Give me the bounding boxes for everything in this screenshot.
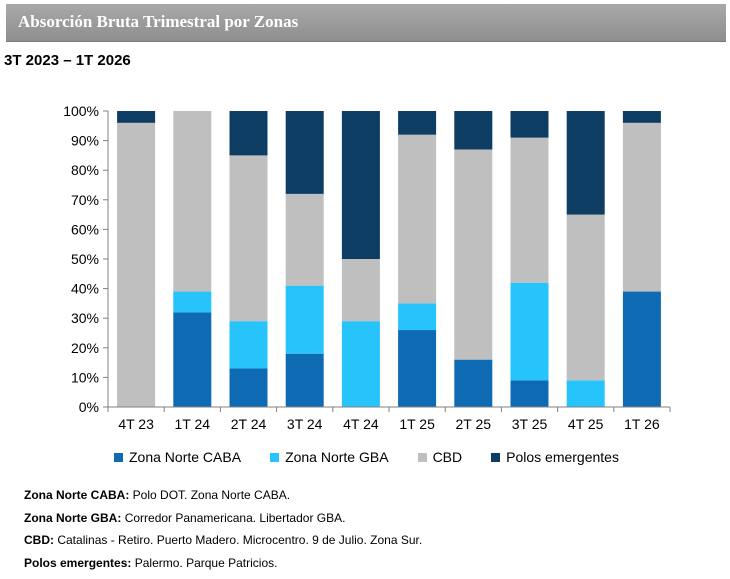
bar-segment	[285, 285, 324, 354]
legend-swatch	[417, 452, 427, 462]
bar-segment	[510, 380, 549, 407]
bar-segment	[117, 111, 156, 123]
legend-item: CBD	[417, 449, 463, 465]
x-tick-label: 1T 24	[175, 416, 211, 432]
x-tick-label: 4T 25	[568, 416, 604, 432]
zone-note-label: Zona Norte GBA:	[24, 510, 122, 525]
zone-note-text: Polo DOT. Zona Norte CABA.	[132, 488, 291, 502]
x-tick-label: 4T 23	[118, 416, 154, 432]
zone-note: Polos emergentes: Palermo. Parque Patric…	[24, 552, 422, 575]
y-tick-label: 0%	[79, 399, 99, 415]
bar-segment	[622, 122, 661, 292]
y-tick-label: 100%	[63, 103, 99, 119]
zone-note-label: Zona Norte CABA:	[24, 488, 130, 502]
bar-segment	[454, 149, 493, 360]
zone-note: CBD: Catalinas - Retiro. Puerto Madero. …	[24, 529, 422, 552]
zone-note-text: Corredor Panamericana. Libertador GBA.	[124, 510, 346, 525]
x-tick-label: 4T 24	[343, 416, 379, 432]
bar-segment	[173, 291, 212, 313]
x-tick-label: 2T 24	[231, 416, 267, 432]
zone-note-text: Palermo. Parque Patricios.	[134, 555, 278, 570]
bar-segment	[454, 111, 493, 150]
bar-segment	[398, 134, 437, 304]
legend-label: CBD	[432, 449, 463, 465]
bar-segment	[285, 193, 324, 286]
legend-label: Zona Norte GBA	[285, 449, 389, 465]
zone-note-text: Catalinas - Retiro. Puerto Madero. Micro…	[57, 533, 423, 547]
legend-swatch	[270, 452, 280, 462]
chart-title: Absorción Bruta Trimestral por Zonas	[18, 12, 299, 31]
bar-segment	[341, 259, 380, 322]
bar-segment	[285, 353, 324, 407]
x-tick-label: 3T 25	[512, 416, 548, 432]
y-tick-label: 30%	[71, 310, 99, 326]
x-tick-label: 1T 26	[624, 416, 660, 432]
bar-segment	[229, 321, 268, 369]
bar-segment	[398, 111, 437, 135]
legend-swatch	[491, 452, 501, 462]
x-tick-label: 1T 25	[399, 416, 435, 432]
legend: Zona Norte CABA Zona Norte GBA CBD Polos…	[114, 449, 648, 465]
y-tick-label: 20%	[71, 340, 99, 356]
y-tick-label: 90%	[71, 133, 99, 149]
bar-segment	[398, 330, 437, 407]
y-tick-label: 10%	[71, 369, 99, 385]
bar-segment	[622, 291, 661, 407]
zone-note: Zona Norte GBA: Corredor Panamericana. L…	[24, 507, 422, 530]
period-subtitle: 3T 2023 – 1T 2026	[4, 52, 131, 69]
bar-segment	[341, 321, 380, 407]
y-tick-label: 40%	[71, 281, 99, 297]
legend-label: Zona Norte CABA	[129, 449, 242, 465]
legend-item: Polos emergentes	[491, 449, 619, 465]
bar-segment	[341, 111, 380, 259]
bar-segment	[510, 282, 549, 381]
bar-segment	[173, 312, 212, 407]
y-tick-label: 50%	[71, 251, 99, 267]
bar-segment	[622, 111, 661, 123]
bar-segment	[566, 214, 605, 381]
x-tick-label: 2T 25	[456, 416, 492, 432]
bar-segment	[117, 122, 156, 407]
zone-note-label: CBD:	[24, 533, 54, 547]
legend-swatch	[114, 452, 123, 462]
zone-note-label: Polos emergentes:	[24, 555, 132, 570]
y-tick-label: 60%	[71, 221, 99, 237]
bar-segment	[566, 111, 605, 215]
header-banner: Absorción Bruta Trimestral por Zonas	[6, 4, 726, 42]
y-tick-label: 80%	[71, 162, 99, 178]
legend-label: Polos emergentes	[506, 449, 619, 465]
zone-definitions: Zona Norte CABA: Polo DOT. Zona Norte CA…	[24, 484, 422, 574]
bar-segment	[285, 111, 324, 194]
bar-segment	[454, 359, 493, 407]
bar-segment	[566, 380, 605, 407]
zone-note: Zona Norte CABA: Polo DOT. Zona Norte CA…	[24, 484, 422, 507]
bar-segment	[398, 303, 437, 331]
bar-segment	[229, 368, 268, 407]
y-tick-label: 70%	[71, 192, 99, 208]
bar-segment	[229, 111, 268, 156]
legend-item: Zona Norte CABA	[114, 449, 241, 465]
legend-item: Zona Norte GBA	[270, 449, 389, 465]
bar-segment	[173, 111, 212, 292]
bar-segment	[510, 137, 549, 283]
bar-segment	[510, 111, 549, 138]
x-tick-label: 3T 24	[287, 416, 323, 432]
bar-segment	[229, 155, 268, 322]
